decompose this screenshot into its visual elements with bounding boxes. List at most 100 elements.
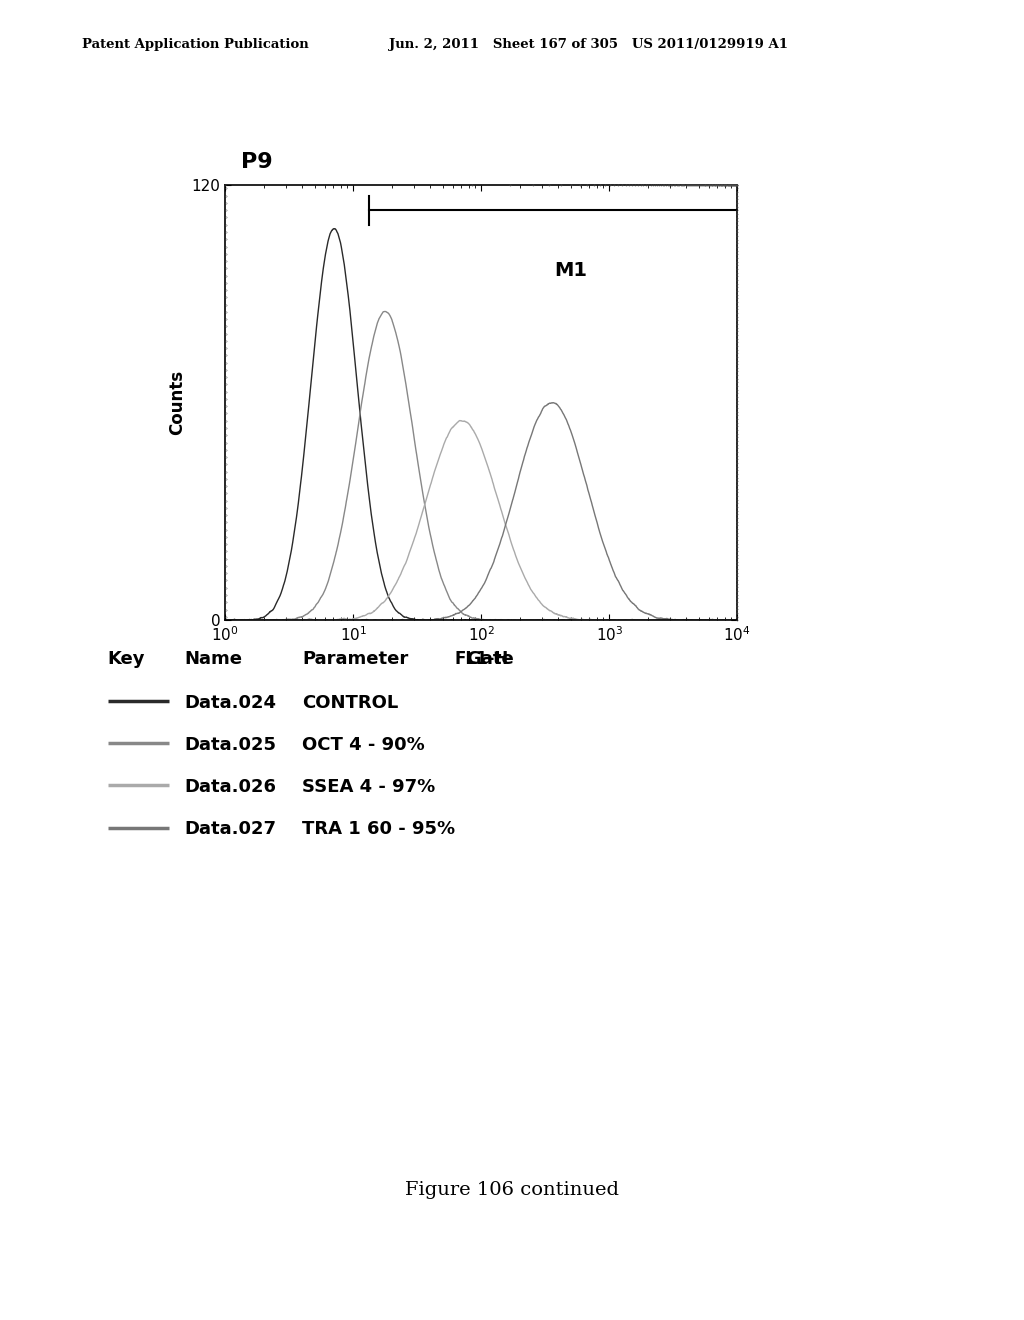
Point <box>729 174 745 195</box>
Point <box>218 309 234 330</box>
Point <box>681 174 697 195</box>
Point <box>701 174 718 195</box>
Point <box>723 174 739 195</box>
Point <box>218 228 234 249</box>
Point <box>728 174 744 195</box>
Point <box>729 259 745 280</box>
Point <box>729 548 745 569</box>
Point <box>218 323 234 345</box>
Point <box>667 174 683 195</box>
Point <box>729 533 745 554</box>
Point <box>711 174 727 195</box>
Point <box>218 512 234 533</box>
Point <box>729 573 745 594</box>
Point <box>729 504 745 525</box>
Point <box>648 174 665 195</box>
Point <box>217 174 233 195</box>
Text: Data.026: Data.026 <box>184 777 276 796</box>
Point <box>218 606 234 627</box>
Point <box>218 185 234 206</box>
Point <box>729 441 745 462</box>
Point <box>729 577 745 598</box>
Point <box>700 174 717 195</box>
Point <box>717 174 733 195</box>
Point <box>729 317 745 338</box>
Point <box>723 174 739 195</box>
Point <box>729 247 745 268</box>
Point <box>729 459 745 480</box>
Point <box>729 566 745 587</box>
Point <box>705 174 721 195</box>
Point <box>644 174 660 195</box>
Point <box>729 521 745 543</box>
Point <box>729 467 745 488</box>
Point <box>729 360 745 381</box>
Point <box>630 174 646 195</box>
Point <box>724 174 740 195</box>
Point <box>657 174 674 195</box>
Point <box>697 174 714 195</box>
Point <box>716 174 732 195</box>
Point <box>727 174 743 195</box>
Point <box>707 174 723 195</box>
Point <box>218 504 234 525</box>
Point <box>586 174 602 195</box>
Point <box>218 367 234 388</box>
Point <box>218 286 234 308</box>
Point <box>729 222 745 243</box>
Point <box>218 381 234 403</box>
Text: TRA 1 60 - 95%: TRA 1 60 - 95% <box>302 820 456 838</box>
Point <box>728 174 744 195</box>
Point <box>729 519 745 540</box>
Point <box>729 288 745 309</box>
Point <box>729 364 745 385</box>
Point <box>702 174 719 195</box>
Point <box>729 292 745 313</box>
Point <box>687 174 703 195</box>
Point <box>711 174 727 195</box>
Point <box>692 174 709 195</box>
Point <box>729 331 745 352</box>
Point <box>729 544 745 565</box>
Point <box>218 315 234 337</box>
Point <box>729 372 745 393</box>
Point <box>218 591 234 612</box>
Point <box>729 486 745 507</box>
Point <box>729 562 745 583</box>
Point <box>553 174 569 195</box>
Point <box>729 537 745 558</box>
Point <box>218 294 234 315</box>
Point <box>729 449 745 470</box>
Point <box>684 174 700 195</box>
Point <box>218 411 234 432</box>
Point <box>729 343 745 364</box>
Point <box>690 174 707 195</box>
Point <box>218 483 234 504</box>
Point <box>729 424 745 445</box>
Point <box>656 174 673 195</box>
Point <box>729 599 745 620</box>
Point <box>673 174 689 195</box>
Point <box>218 236 234 257</box>
Point <box>685 174 701 195</box>
Point <box>464 174 480 195</box>
Point <box>592 174 608 195</box>
Point <box>650 174 667 195</box>
Point <box>705 174 721 195</box>
Point <box>218 388 234 409</box>
Point <box>669 174 685 195</box>
Point <box>640 174 656 195</box>
Point <box>709 174 725 195</box>
Point <box>729 296 745 317</box>
Point <box>729 174 745 195</box>
Point <box>563 174 580 195</box>
Point <box>218 257 234 279</box>
Point <box>698 174 715 195</box>
Point <box>722 174 738 195</box>
Point <box>720 174 736 195</box>
Point <box>218 338 234 359</box>
Point <box>718 174 734 195</box>
Point <box>676 174 692 195</box>
Point <box>662 174 678 195</box>
Point <box>729 313 745 334</box>
